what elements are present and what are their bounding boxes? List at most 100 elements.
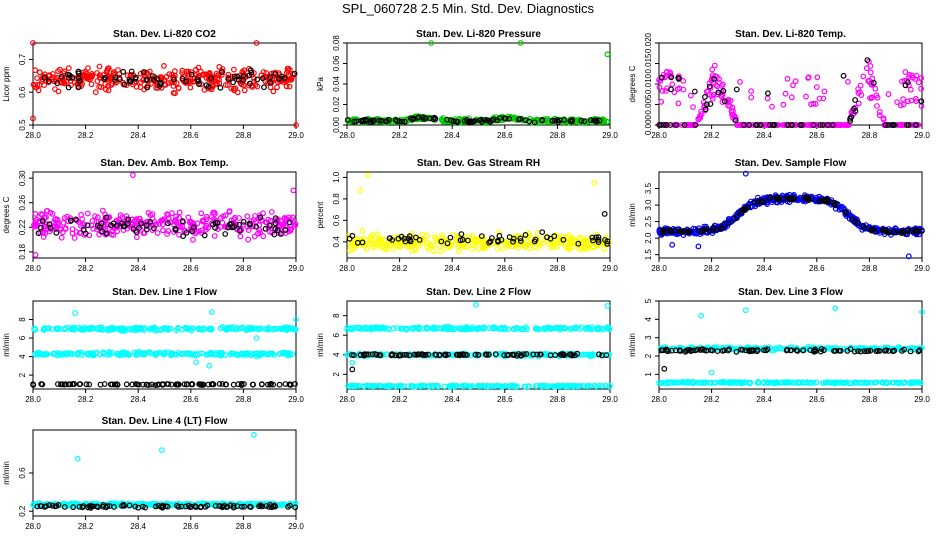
data-point <box>83 381 90 388</box>
data-point <box>179 75 186 82</box>
data-point <box>728 379 735 386</box>
data-point <box>427 242 434 249</box>
plot-frame <box>658 171 923 259</box>
data-point <box>378 117 385 124</box>
y-tick-label: 3.5 <box>644 182 653 194</box>
data-point <box>567 118 574 124</box>
series-4 <box>349 350 610 373</box>
data-point <box>253 325 260 332</box>
data-point <box>703 347 710 354</box>
data-point <box>81 221 88 228</box>
data-point <box>271 231 278 238</box>
data-point <box>432 351 439 358</box>
data-point <box>196 326 202 333</box>
data-point <box>698 379 704 386</box>
x-tick-label: 29.0 <box>288 395 304 404</box>
data-point <box>558 352 565 358</box>
data-point <box>575 383 582 390</box>
data-point <box>290 187 297 194</box>
data-point <box>35 230 42 237</box>
data-point <box>260 233 267 240</box>
data-point <box>680 77 687 84</box>
data-point <box>500 245 506 252</box>
data-point <box>677 228 684 235</box>
data-point <box>447 234 454 241</box>
data-point <box>349 359 356 366</box>
data-point <box>94 500 101 507</box>
data-point <box>146 349 153 356</box>
data-point <box>717 379 723 386</box>
x-tick-label: 28.0 <box>651 264 667 273</box>
y-tick-label: 1.0 <box>332 171 341 183</box>
data-point <box>254 76 261 83</box>
data-point <box>827 379 833 386</box>
data-point <box>272 215 279 222</box>
data-point <box>658 98 665 105</box>
panel-title: Stan. Dev. Amb. Box Temp. <box>100 158 228 169</box>
data-point <box>690 122 697 128</box>
data-point <box>663 122 670 128</box>
data-point <box>136 215 143 222</box>
data-point <box>442 351 448 358</box>
data-point <box>88 350 95 357</box>
data-point <box>551 383 557 390</box>
data-point <box>489 235 495 241</box>
y-tick-label: 6 <box>18 335 27 340</box>
x-tick-label: 28.0 <box>339 131 355 140</box>
data-point <box>152 382 159 389</box>
data-point <box>398 325 405 332</box>
data-point <box>231 73 238 80</box>
data-point <box>816 95 823 102</box>
data-point <box>96 351 103 358</box>
y-axis-label: ml/min <box>2 333 11 357</box>
data-point <box>125 325 132 332</box>
data-point <box>669 241 676 248</box>
data-point <box>661 379 668 386</box>
data-point <box>423 324 430 331</box>
data-point <box>515 244 522 251</box>
data-point <box>42 230 49 237</box>
data-point <box>234 89 241 96</box>
data-point <box>669 81 676 88</box>
data-point <box>110 220 117 227</box>
y-tick-label: 5 <box>644 298 653 303</box>
data-point <box>787 347 794 354</box>
data-point <box>241 381 247 387</box>
series-3 <box>30 380 298 389</box>
data-point <box>44 221 50 228</box>
y-tick-label: 4 <box>332 352 341 357</box>
data-point <box>700 379 706 386</box>
data-point <box>721 98 728 105</box>
data-point <box>201 232 208 239</box>
data-point <box>786 195 792 202</box>
data-point <box>144 84 151 91</box>
data-point <box>904 122 910 128</box>
series-2 <box>659 194 925 237</box>
data-point <box>138 220 144 227</box>
data-point <box>230 216 237 223</box>
data-point <box>471 242 478 249</box>
data-point <box>854 222 861 228</box>
chart-panel-4: Stan. Dev. Amb. Box Temp.degrees C28.0 28… <box>2 158 304 273</box>
data-point <box>438 238 445 245</box>
data-point <box>870 79 877 86</box>
data-point <box>595 239 602 246</box>
data-point <box>917 379 924 386</box>
x-tick-label: 29.0 <box>914 131 930 140</box>
x-tick-label: 28.0 <box>339 395 355 404</box>
data-point <box>133 234 140 241</box>
data-point <box>170 83 177 89</box>
data-point <box>258 72 265 79</box>
data-point <box>510 383 517 390</box>
y-tick-label: 0.6 <box>18 86 27 98</box>
data-point <box>915 79 922 86</box>
data-point <box>357 187 364 194</box>
data-point <box>41 351 48 357</box>
data-point <box>523 351 530 357</box>
data-point <box>192 66 199 73</box>
data-point <box>272 71 279 77</box>
data-point <box>106 350 113 357</box>
data-point <box>348 326 355 333</box>
data-point <box>164 231 171 237</box>
